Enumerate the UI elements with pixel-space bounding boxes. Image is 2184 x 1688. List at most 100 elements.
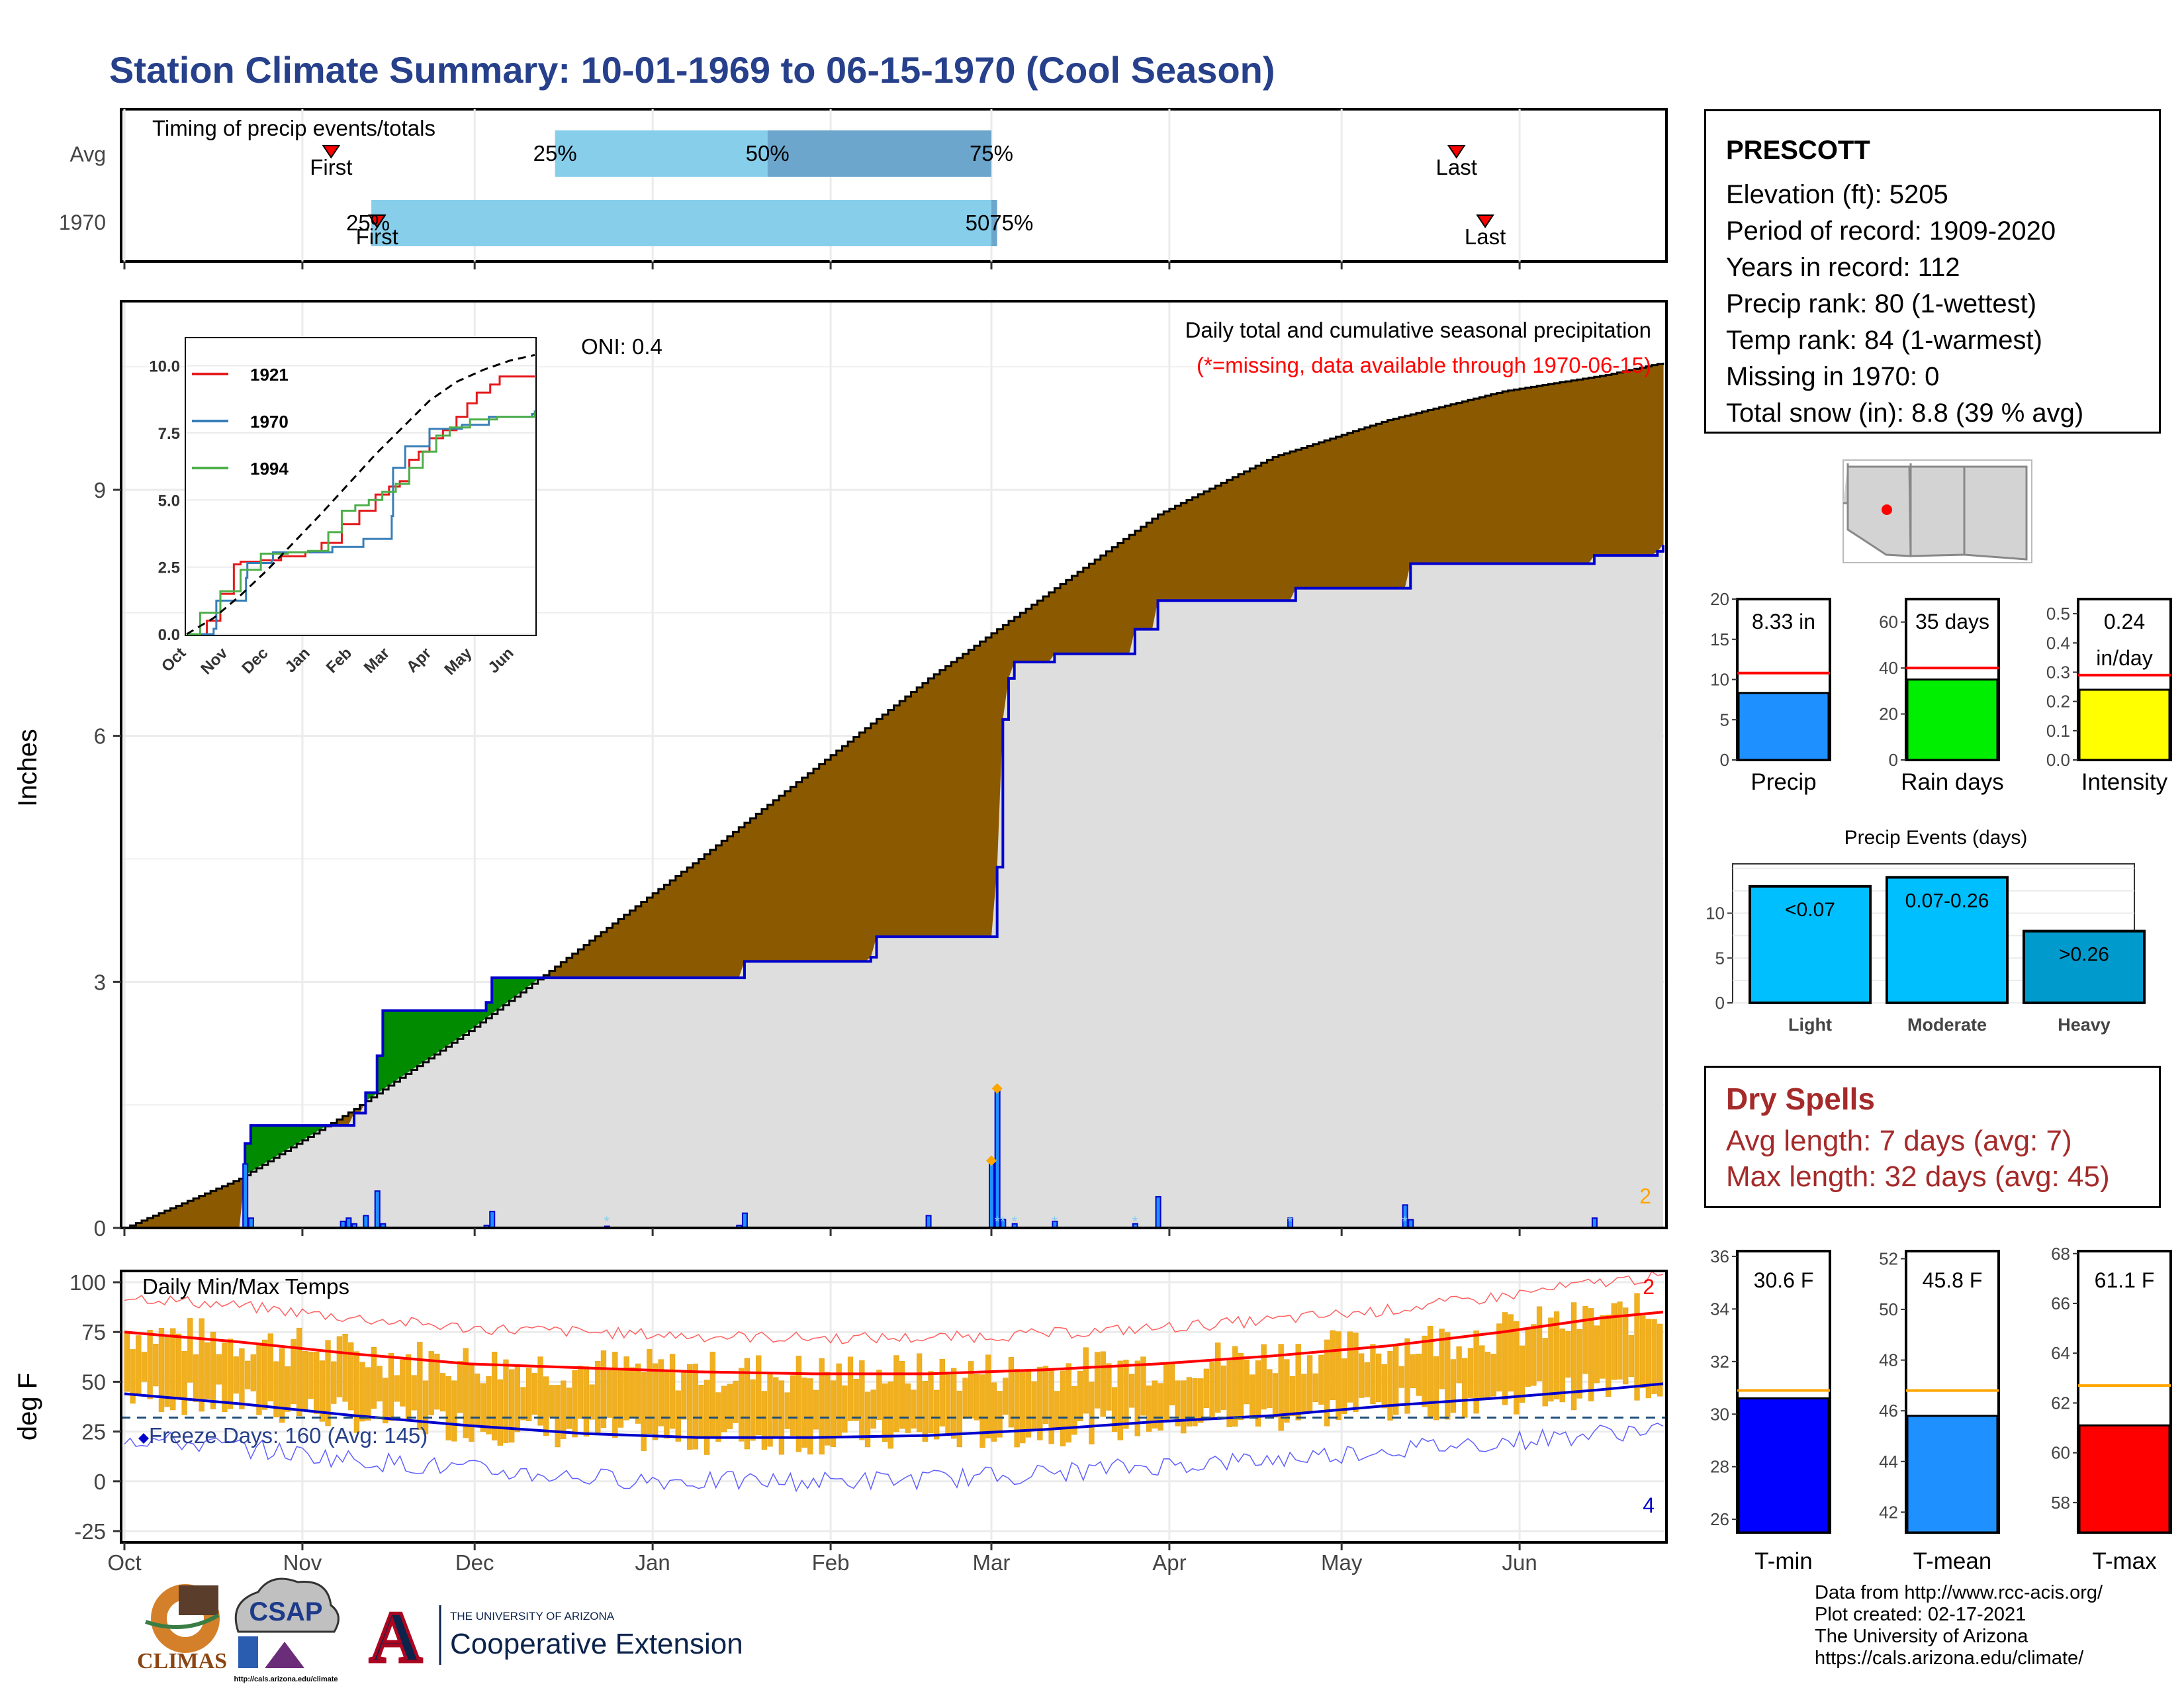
temp-day-bar <box>756 1355 762 1436</box>
events-tick-label: 0 <box>1715 993 1725 1013</box>
temp-day-bar <box>1508 1314 1514 1392</box>
temp-day-bar <box>773 1377 779 1438</box>
temp-day-bar <box>1565 1331 1571 1378</box>
snow-marker <box>991 1083 1003 1094</box>
deficit-band <box>589 941 596 978</box>
1970-cumulative-line <box>124 544 1664 1229</box>
temp-day-bar <box>153 1343 159 1387</box>
avg-max-temp-line <box>124 1311 1664 1376</box>
deficit-band <box>675 876 682 978</box>
deficit-band <box>974 645 981 937</box>
deficit-band <box>1095 559 1101 654</box>
temp-day-bar <box>1152 1380 1158 1429</box>
deficit-band <box>704 854 711 978</box>
temp-day-bar <box>428 1351 434 1415</box>
deficit-band <box>1468 400 1475 564</box>
trace-marker: * <box>1402 1213 1408 1230</box>
freeze-days-label: Freeze Days: 160 (Avg: 145) <box>149 1423 428 1448</box>
deficit-band <box>1422 411 1428 564</box>
deficit-band <box>1295 449 1302 588</box>
temp-day-bar <box>537 1356 543 1426</box>
mini-bar-intensity <box>2078 688 2171 761</box>
temp-day-bar <box>1404 1338 1410 1414</box>
temp-day-bar <box>486 1376 492 1434</box>
deficit-band <box>1301 447 1308 588</box>
surplus-band <box>245 1143 251 1176</box>
temp-panel: Daily Min/Max Temps Freeze Days: 160 (Av… <box>13 1270 1668 1544</box>
surplus-band <box>250 1125 257 1172</box>
deficit-band <box>1433 408 1440 564</box>
temp-day-bar <box>480 1383 486 1432</box>
surplus-band <box>526 978 533 988</box>
events-category-label: Light <box>1788 1015 1832 1035</box>
deficit-band <box>733 831 739 978</box>
timing-avg-first-marker <box>322 145 341 159</box>
temp-day-bar <box>1588 1308 1594 1401</box>
timing-1970-p50-p75-bar <box>991 200 997 246</box>
timing-row-label-1970: 1970 <box>59 211 106 234</box>
temp-day-bar <box>1398 1366 1404 1388</box>
temp-day-bar <box>1422 1335 1428 1407</box>
surplus-band <box>285 1125 292 1151</box>
temp-day-bar <box>1175 1380 1181 1427</box>
deficit-band <box>1003 625 1009 720</box>
oni-label: ONI: 0.4 <box>581 334 662 359</box>
surplus-band <box>428 1010 435 1058</box>
deficit-band <box>1640 367 1647 556</box>
temp-day-bar <box>750 1379 756 1441</box>
temp-day-bar <box>922 1381 928 1442</box>
deficit-band <box>1250 468 1256 601</box>
temp-summary-bars: 30.6 F T-min 26 28 30 32 34 36 45.8 F T-mean 42 44 4… <box>1710 1244 2172 1574</box>
temp-day-bar <box>463 1348 469 1438</box>
temp-day-bar <box>371 1347 377 1409</box>
temp-day-bar <box>600 1350 607 1429</box>
temp-day-bar <box>1203 1368 1210 1409</box>
temp-day-bar <box>813 1389 819 1430</box>
surplus-band <box>302 1125 309 1141</box>
temp-day-bar <box>641 1372 647 1451</box>
month-tick-label: Feb <box>812 1550 850 1575</box>
temp-day-bar <box>807 1378 813 1455</box>
deficit-band <box>1284 453 1291 601</box>
dry-spells-box: Dry Spells Avg length: 7 days (avg: 7) M… <box>1704 1066 2161 1208</box>
temp-day-bar <box>1106 1363 1112 1411</box>
mini-bar-tick-label: 5 <box>1720 710 1729 729</box>
trace-marker: * <box>1000 1213 1006 1230</box>
temp-day-bar <box>1462 1358 1468 1418</box>
temp-day-bar <box>1089 1382 1095 1444</box>
temp-day-bar <box>1473 1330 1479 1414</box>
deficit-band <box>1606 375 1612 556</box>
temp-day-bar <box>887 1381 893 1449</box>
map-arizona <box>1846 465 1912 557</box>
temp-day-bar <box>1128 1374 1135 1408</box>
deficit-band <box>612 923 619 978</box>
csap-logo-text: CSAP <box>249 1597 322 1626</box>
deficit-band <box>1370 426 1377 588</box>
precip-y-axis-label: Inches <box>13 729 42 807</box>
month-tick-label: Oct <box>107 1550 141 1575</box>
surplus-band <box>394 1010 401 1082</box>
surplus-band <box>509 978 516 1002</box>
surplus-band <box>417 1010 424 1066</box>
mini-bar-tick-label: 20 <box>1710 589 1729 609</box>
temp-day-bar <box>1381 1364 1387 1409</box>
temp-day-bar <box>623 1356 629 1421</box>
deficit-band <box>882 714 889 937</box>
temp-day-bar <box>273 1361 279 1418</box>
deficit-band <box>601 932 608 978</box>
station-years: Years in record: 112 <box>1726 253 1960 282</box>
temp-day-bar <box>962 1378 968 1419</box>
deficit-band <box>848 741 854 962</box>
timing-avg-p25-p50-bar <box>555 130 768 177</box>
deficit-band <box>1290 451 1297 601</box>
deficit-band <box>1520 389 1526 564</box>
temp-day-bar <box>302 1351 308 1411</box>
mini-bar-tick-label: 0 <box>1720 750 1729 770</box>
inset-line-1921 <box>187 375 535 635</box>
deficit-band <box>606 927 614 978</box>
events-tick-label: 10 <box>1706 904 1725 923</box>
deficit-band <box>922 682 929 937</box>
inset-series-lines <box>186 353 536 635</box>
temp-bar-value: 61.1 F <box>2095 1268 2155 1292</box>
deficit-band <box>985 637 992 937</box>
